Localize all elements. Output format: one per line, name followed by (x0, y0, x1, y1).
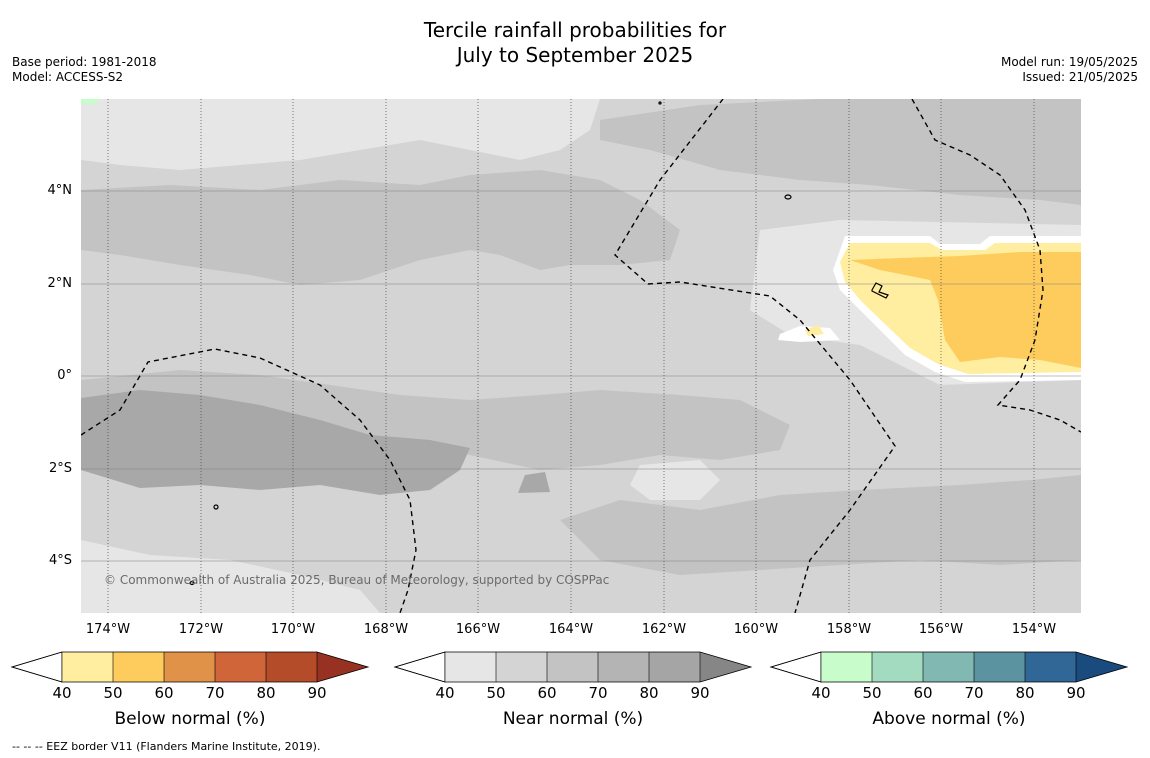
lon-tick-172w: 172°W (178, 622, 224, 637)
meta-left: Base period: 1981-2018 Model: ACCESS-S2 (12, 55, 157, 85)
graticule (81, 190, 1081, 562)
colorbar-above-label-50: 50 (862, 684, 882, 702)
colorbar-below-swatch-2 (113, 652, 164, 682)
colorbar-above-label-80: 80 (1015, 684, 1035, 702)
lon-tick-162w: 162°W (641, 622, 687, 637)
near-normal-60-band-north (81, 170, 680, 285)
colorbar-below-label-70: 70 (205, 684, 225, 702)
colorbar-near-swatch-4 (598, 652, 649, 682)
island-small-3 (189, 580, 195, 586)
colorbar-below-label-90: 90 (307, 684, 327, 702)
colorbar-below-label-40: 40 (52, 684, 72, 702)
colorbar-near-swatch-1 (445, 652, 496, 682)
colorbar-above-title: Above normal (%) (872, 709, 1026, 729)
colorbar-below-swatch-1 (62, 652, 113, 682)
lon-tick-156w: 156°W (918, 622, 964, 637)
colorbar-near-swatch-3 (547, 652, 598, 682)
colorbar-near-swatch-5 (649, 652, 700, 682)
colorbar-below-under-arrow (10, 651, 63, 683)
colorbar-above-label-70: 70 (964, 684, 984, 702)
colorbar-near (393, 651, 753, 683)
colorbar-near-label-70: 70 (588, 684, 608, 702)
island-small-1 (784, 194, 792, 200)
lon-tick-170w: 170°W (270, 622, 316, 637)
colorbar-below-label-60: 60 (154, 684, 174, 702)
map-credit: © Commonwealth of Australia 2025, Bureau… (104, 573, 610, 587)
near-normal-70-patch (518, 472, 550, 493)
near-normal-40-region-southcentral (630, 460, 720, 500)
eez-border-west (81, 348, 417, 613)
lon-tick-160w: 160°W (733, 622, 779, 637)
island-kiritimati (871, 282, 889, 299)
colorbar-below-swatch-5 (266, 652, 317, 682)
colorbar-below (10, 651, 370, 683)
lat-tick-0: 0° (57, 368, 72, 383)
colorbar-above (769, 651, 1129, 683)
lon-tick-158w: 158°W (826, 622, 872, 637)
colorbar-near-over-arrow (700, 652, 751, 682)
colorbar-above-swatch-3 (923, 652, 974, 682)
below-normal-50-region (850, 252, 1081, 368)
issued-label: Issued: 21/05/2025 (1022, 70, 1138, 84)
colorbar-near-label-60: 60 (537, 684, 557, 702)
near-normal-40-region-north (81, 99, 600, 170)
colorbar-above-over-arrow (1076, 652, 1127, 682)
colorbar-below-label-80: 80 (256, 684, 276, 702)
colorbar-above-swatch-1 (821, 652, 872, 682)
colorbar-below-over-arrow (317, 652, 368, 682)
chart-title: Tercile rainfall probabilities for July … (0, 18, 1150, 68)
lat-tick-4n: 4°N (47, 183, 73, 198)
below-normal-40-small-inner (805, 325, 824, 336)
eez-borders (81, 99, 1081, 613)
near-normal-60-band-northeast (600, 99, 1081, 205)
eez-border-central (614, 99, 896, 613)
colorbar-above-label-40: 40 (811, 684, 831, 702)
map-area (81, 99, 1081, 613)
lat-tick-2s: 2°S (48, 461, 72, 476)
lon-tick-166w: 166°W (455, 622, 501, 637)
colorbar-above-swatch-2 (872, 652, 923, 682)
model-label: Model: ACCESS-S2 (12, 70, 124, 84)
base-period-label: Base period: 1981-2018 (12, 55, 157, 69)
eez-footnote: -- -- -- EEZ border V11 (Flanders Marine… (12, 740, 321, 753)
near-normal-60-band-south (560, 475, 1081, 575)
colorbar-near-under-arrow (393, 651, 446, 683)
colorbar-above-swatch-4 (974, 652, 1025, 682)
colorbar-near-swatch-2 (496, 652, 547, 682)
colorbar-near-label-50: 50 (486, 684, 506, 702)
colorbar-below-title: Below normal (%) (114, 709, 266, 729)
lon-tick-164w: 164°W (548, 622, 594, 637)
colorbar-near-label-90: 90 (690, 684, 710, 702)
lon-tick-174w: 174°W (85, 622, 131, 637)
colorbar-below-swatch-4 (215, 652, 266, 682)
colorbar-above-label-60: 60 (913, 684, 933, 702)
meta-right: Model run: 19/05/2025 Issued: 21/05/2025 (1001, 55, 1138, 85)
islands (189, 101, 889, 586)
colorbar-near-label-40: 40 (435, 684, 455, 702)
title-line-2: July to September 2025 (456, 43, 694, 67)
colorbar-near-title: Near normal (%) (502, 709, 644, 729)
above-normal-40-patch (81, 99, 100, 104)
colorbar-above-swatch-5 (1025, 652, 1076, 682)
colorbar-below-swatch-3 (164, 652, 215, 682)
lat-tick-2n: 2°N (47, 276, 73, 291)
colorbar-above-under-arrow (769, 651, 822, 683)
near-normal-40-region-south (81, 540, 380, 613)
title-line-1: Tercile rainfall probabilities for (423, 18, 727, 42)
island-small-4 (658, 101, 662, 105)
eez-border-east (911, 99, 1081, 433)
model-run-label: Model run: 19/05/2025 (1000, 55, 1138, 69)
lon-tick-168w: 168°W (363, 622, 409, 637)
island-small-2 (213, 504, 219, 510)
lat-tick-4s: 4°S (48, 553, 72, 568)
colorbar-below-label-50: 50 (103, 684, 123, 702)
colorbar-above-label-90: 90 (1066, 684, 1086, 702)
colorbar-near-label-80: 80 (639, 684, 659, 702)
lon-tick-154w: 154°W (1011, 622, 1057, 637)
